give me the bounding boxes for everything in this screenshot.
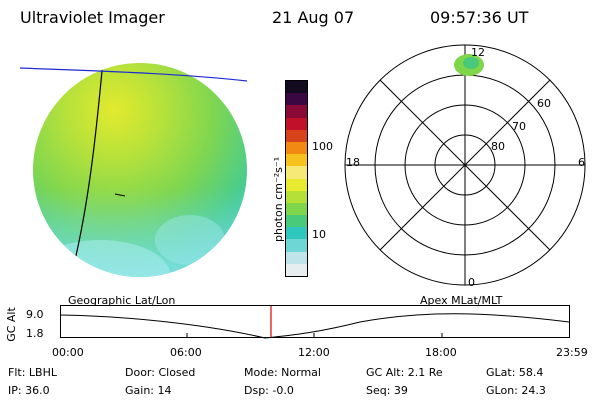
status-dsp: Dsp: -0.0 [244,384,294,397]
altitude-curve [60,313,570,339]
x-tick-0000: 00:00 [52,346,84,359]
terminator-line [19,67,248,82]
mlt-6: 6 [578,156,585,169]
colorbar-segment [286,141,307,155]
colorbar [285,80,308,277]
status-seq: Seq: 39 [366,384,408,397]
colorbar-segment [286,202,307,216]
x-tick-0600: 06:00 [170,346,202,359]
uv-earth-image [19,63,248,277]
colorbar-segment [286,239,307,252]
status-flt: Flt: LBHL [8,366,57,379]
time-label: 09:57:36 UT [430,8,529,27]
date-label: 21 Aug 07 [272,8,355,27]
status-gcalt: GC Alt: 2.1 Re [366,366,443,379]
colorbar-unit-label: photon cm⁻²s⁻¹ [272,156,285,242]
colorbar-segment [286,129,307,142]
colorbar-tick-100: 100 [312,140,333,153]
mlt-12: 12 [471,46,485,59]
gc-alt-axis-label: GC Alt [4,307,18,342]
polar-grid [344,44,586,286]
y-tick-1-8: 1.8 [26,327,44,340]
colorbar-segment [286,215,307,228]
colorbar-segment [286,166,307,179]
status-ip: IP: 36.0 [8,384,50,397]
colorbar-segment [286,178,307,191]
status-glon: GLon: 24.3 [486,384,546,397]
x-tick-1800: 18:00 [425,346,457,359]
status-gain: Gain: 14 [125,384,172,397]
geographic-label: Geographic Lat/Lon [68,294,176,307]
y-tick-9: 9.0 [26,308,44,321]
apex-label: Apex MLat/MLT [420,294,503,307]
colorbar-segment [286,154,307,167]
mlat-80: 80 [491,140,505,153]
colorbar-segment [286,263,307,276]
mlat-60: 60 [537,97,551,110]
status-door: Door: Closed [125,366,196,379]
mlt-18: 18 [346,156,360,169]
status-glat: GLat: 58.4 [486,366,544,379]
colorbar-segment [286,105,307,118]
colorbar-segment [286,190,307,203]
mlat-70: 70 [512,120,526,133]
instrument-title: Ultraviolet Imager [20,8,165,27]
x-tick-1200: 12:00 [298,346,330,359]
x-tick-2359: 23:59 [556,346,588,359]
colorbar-segment [286,117,307,130]
altitude-timeline [60,305,570,339]
colorbar-segment [286,227,307,240]
status-mode: Mode: Normal [244,366,321,379]
meridian-line [74,63,104,261]
colorbar-segment [286,93,307,106]
colorbar-tick-10: 10 [312,228,326,241]
mlt-0: 0 [468,276,475,289]
colorbar-segment [286,81,307,94]
colorbar-segment [286,251,307,264]
